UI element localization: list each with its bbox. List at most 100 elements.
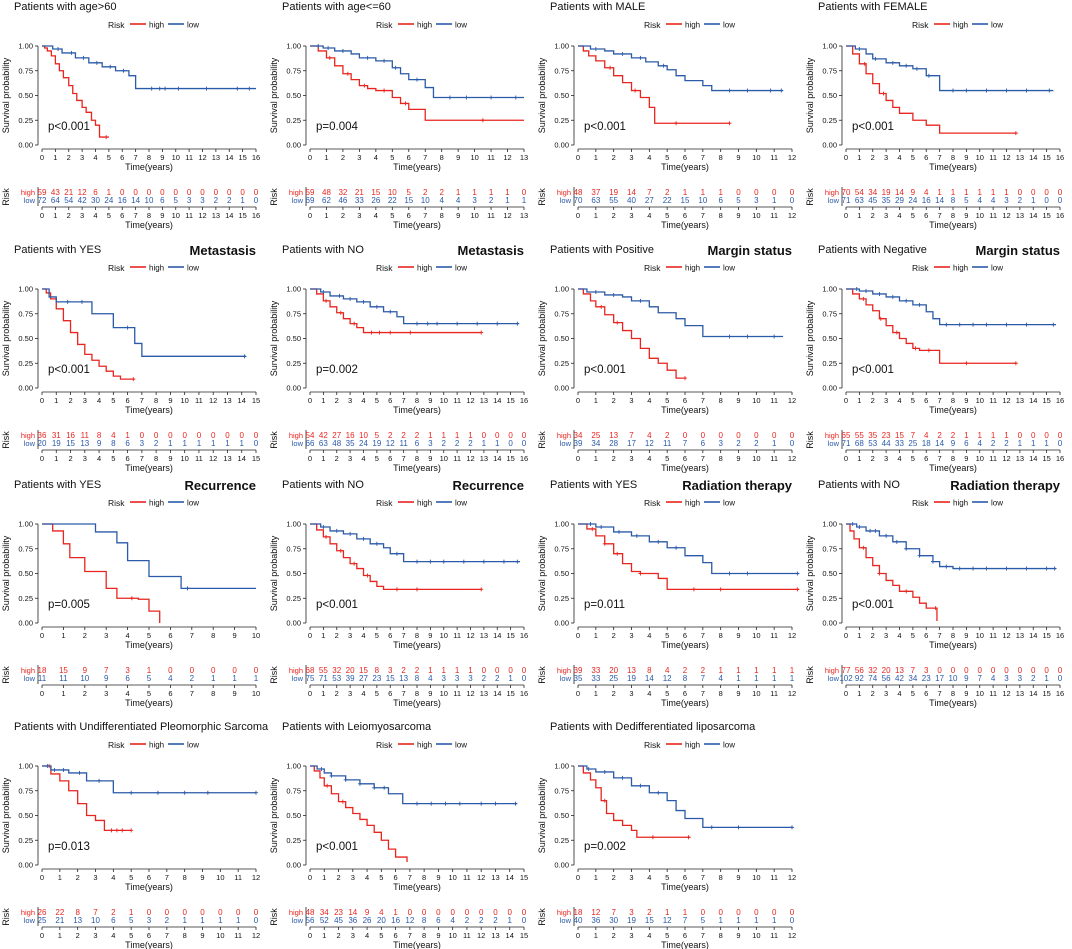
risk-count-high: 15	[59, 666, 68, 675]
x-tick-label: 1	[61, 631, 65, 640]
censor-mark-low	[182, 790, 187, 795]
x-tick-label: 11	[185, 153, 193, 162]
risk-count-high: 1	[442, 666, 447, 675]
risk-count-low: 1	[495, 439, 500, 448]
risk-x-tick-label: 9	[428, 454, 432, 463]
censor-mark-low	[877, 291, 882, 296]
x-axis-label: Time(years)	[661, 162, 709, 172]
risk-count-high: 1	[129, 908, 134, 917]
risk-count-high: 12	[591, 908, 600, 917]
legend-low-label: low	[187, 499, 199, 508]
risk-count-low: 56	[882, 674, 891, 683]
legend-high-label: high	[149, 499, 164, 508]
risk-count-high: 56	[855, 666, 864, 675]
risk-x-tick-label: 11	[185, 211, 193, 220]
risk-count-low: 6	[125, 439, 130, 448]
risk-x-tick-label: 3	[629, 931, 633, 940]
risk-count-high: 21	[355, 188, 364, 197]
risk-count-low: 62	[322, 196, 331, 205]
risk-x-tick-label: 3	[80, 211, 84, 220]
risk-count-low: 4	[456, 196, 461, 205]
x-tick-label: 10	[976, 396, 984, 405]
risk-x-tick-label: 7	[190, 689, 194, 698]
x-tick-label: 11	[234, 873, 242, 882]
risk-x-tick-label: 8	[211, 689, 215, 698]
legend-high-label: high	[685, 21, 700, 30]
y-tick-label: 0.00	[554, 384, 569, 393]
km-curve-low	[310, 288, 519, 325]
panel-title: Patients with Positive	[550, 244, 654, 256]
censor-mark-high	[964, 361, 969, 366]
censor-mark-high	[365, 573, 370, 578]
censor-mark-low	[348, 296, 353, 301]
censor-mark-high	[683, 376, 687, 381]
risk-row-high-label: high	[557, 188, 571, 197]
y-tick-label: 0.50	[286, 569, 301, 578]
risk-count-high: 1	[489, 188, 494, 197]
risk-count-low: 1	[772, 439, 777, 448]
risk-x-tick-label: 12	[209, 454, 217, 463]
p-value: p<0.001	[48, 364, 90, 376]
x-tick-label: 13	[1016, 153, 1024, 162]
x-tick-label: 10	[752, 396, 760, 405]
censor-mark-high	[129, 828, 134, 833]
risk-x-tick-label: 6	[126, 454, 130, 463]
censor-mark-low	[388, 309, 393, 314]
risk-count-high: 9	[365, 908, 370, 917]
risk-count-low: 19	[627, 674, 636, 683]
x-tick-label: 2	[76, 873, 80, 882]
risk-x-tick-label: 1	[61, 689, 65, 698]
km-curve-low	[846, 523, 1056, 570]
censor-mark-high	[325, 783, 330, 788]
risk-count-high: 1	[951, 188, 956, 197]
risk-row-title: Risk	[269, 666, 279, 684]
risk-count-low: 2	[442, 439, 447, 448]
risk-count-low: 15	[386, 674, 395, 683]
p-value: p<0.001	[316, 841, 358, 853]
risk-count-high: 0	[200, 188, 205, 197]
y-tick-label: 0.50	[554, 91, 569, 100]
censor-mark-low	[155, 790, 160, 795]
censor-mark-high	[362, 83, 367, 88]
legend-high-label: high	[417, 499, 432, 508]
risk-row-low-label: low	[292, 916, 304, 925]
risk-count-low: 74	[868, 674, 877, 683]
censor-mark-low	[125, 325, 130, 330]
censor-mark-high	[403, 101, 408, 106]
panel-title: Patients with NO	[282, 479, 364, 491]
risk-count-high: 19	[609, 188, 618, 197]
risk-count-low: 12	[663, 674, 672, 683]
legend-low-label: low	[187, 264, 199, 273]
x-tick-label: 4	[897, 153, 901, 162]
risk-count-high: 1	[1004, 431, 1009, 440]
risk-count-low: 0	[790, 439, 795, 448]
risk-count-low: 1	[736, 916, 741, 925]
x-tick-label: 6	[394, 873, 398, 882]
risk-x-tick-label: 14	[1029, 454, 1037, 463]
panel-title: Patients with YES	[14, 244, 101, 256]
x-tick-label: 5	[147, 631, 151, 640]
risk-x-tick-label: 2	[335, 454, 339, 463]
x-tick-label: 0	[40, 873, 44, 882]
panel-title: Patients with Negative	[818, 244, 927, 256]
legend-title: Risk	[376, 740, 393, 750]
risk-count-high: 15	[371, 188, 380, 197]
risk-x-tick-label: 15	[506, 454, 514, 463]
risk-count-high: 0	[1031, 666, 1036, 675]
risk-x-tick-label: 8	[440, 211, 444, 220]
risk-x-tick-label: 12	[1002, 689, 1010, 698]
risk-row-high-label: high	[289, 188, 303, 197]
censor-mark-high	[933, 606, 938, 611]
x-axis-label: Time(years)	[929, 640, 977, 650]
risk-count-low: 29	[895, 196, 904, 205]
risk-x-axis-label: Time(years)	[929, 463, 977, 473]
x-tick-label: 11	[989, 153, 997, 162]
x-tick-label: 3	[104, 631, 108, 640]
risk-count-high: 2	[701, 666, 706, 675]
risk-x-tick-label: 4	[97, 454, 101, 463]
risk-count-low: 16	[118, 196, 127, 205]
x-axis-label: Time(years)	[125, 640, 173, 650]
